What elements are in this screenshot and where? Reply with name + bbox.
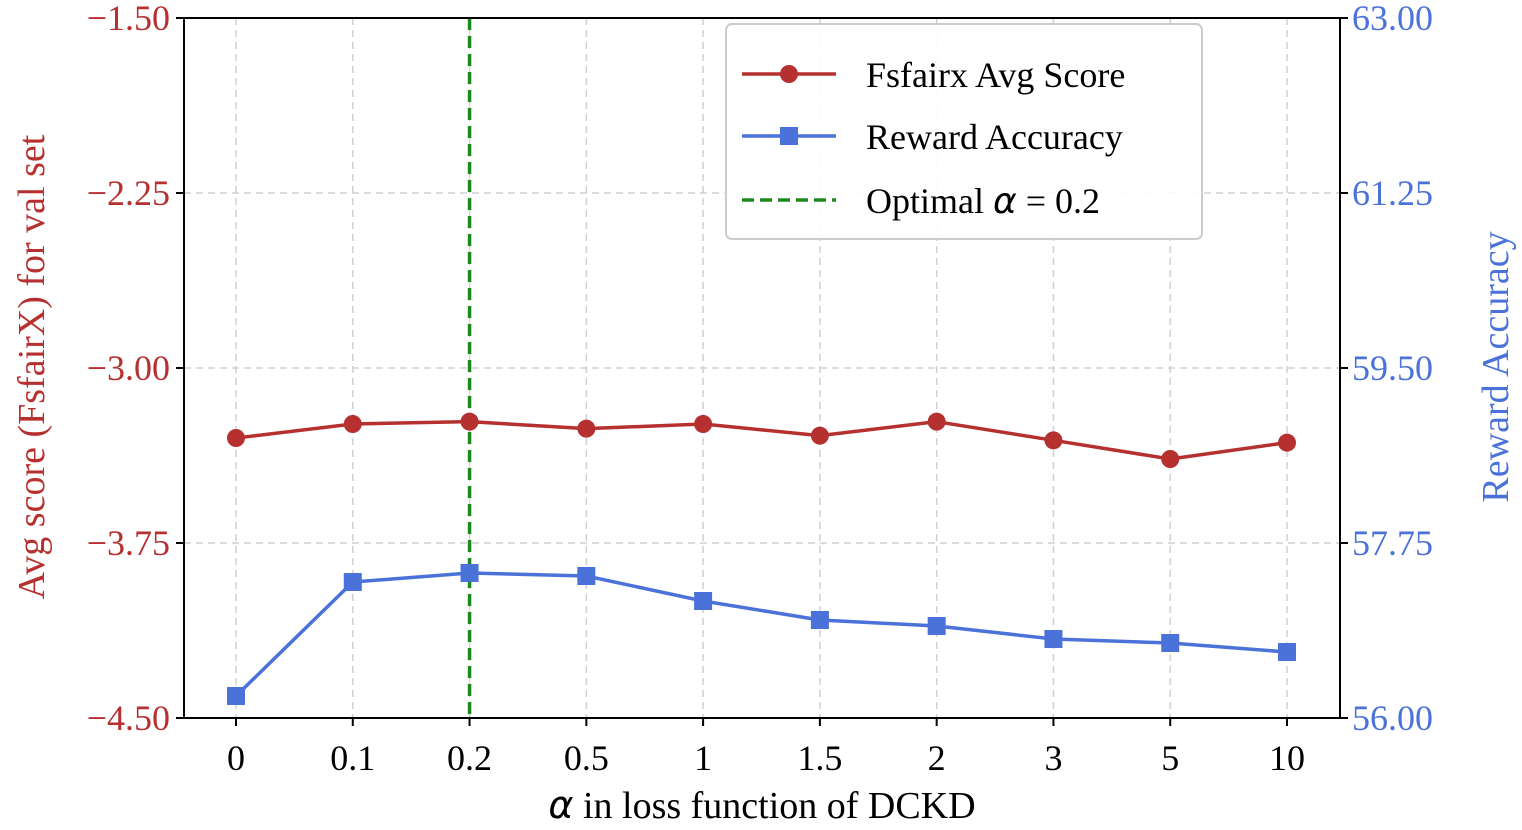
legend-label-fsfairx: Fsfairx Avg Score — [866, 55, 1125, 95]
x-tick-label: 0.5 — [564, 738, 609, 778]
x-tick-label: 3 — [1044, 738, 1062, 778]
right-y-tick-label: 57.75 — [1352, 523, 1433, 563]
series-layer — [227, 412, 1296, 705]
legend-optimal-suffix: = 0.2 — [1017, 181, 1100, 221]
reward-accuracy-point — [577, 567, 596, 585]
left-y-tick-label: −1.50 — [87, 0, 170, 38]
x-tick-label: 10 — [1269, 738, 1305, 778]
reward-accuracy-point — [694, 592, 713, 610]
fsfairx-point — [1044, 431, 1063, 450]
x-tick-label: 1 — [694, 738, 712, 778]
left-y-axis-ticks: −4.50 −3.75 −3.00 −2.25 −1.50 — [87, 0, 184, 738]
fsfairx-point — [577, 419, 596, 438]
right-y-tick-label: 61.25 — [1352, 173, 1433, 213]
left-y-tick-label: −3.75 — [87, 523, 170, 563]
fsfairx-point — [810, 426, 829, 445]
fsfairx-point — [343, 415, 362, 433]
x-axis-label: α in loss function of DCKD — [548, 783, 975, 827]
legend-optimal-prefix: Optimal — [866, 181, 993, 221]
left-y-tick-label: −3.00 — [87, 348, 170, 388]
x-axis-label-text: in loss function of DCKD — [573, 785, 975, 827]
legend: Fsfairx Avg Score Reward Accuracy Optima… — [725, 23, 1203, 240]
left-y-tick-label: −2.25 — [87, 173, 170, 213]
x-axis-label-symbol: α — [548, 783, 573, 827]
x-tick-label: 0 — [227, 738, 245, 778]
reward-accuracy-point — [1161, 634, 1180, 652]
fsfairx-point — [694, 415, 713, 433]
x-tick-label: 0.1 — [330, 738, 375, 778]
legend-optimal-symbol: α — [993, 181, 1017, 222]
legend-box — [725, 23, 1203, 240]
right-y-axis-ticks: 56.00 57.75 59.50 61.25 63.00 — [1340, 0, 1433, 738]
legend-label-reward-accuracy: Reward Accuracy — [866, 117, 1123, 157]
right-y-axis-label: Reward Accuracy — [1475, 231, 1517, 502]
reward-accuracy-point — [1044, 630, 1063, 648]
legend-marker-reward-accuracy — [780, 127, 798, 145]
x-tick-label: 5 — [1161, 738, 1179, 778]
legend-marker-fsfairx — [780, 65, 798, 83]
fsfairx-point — [1161, 450, 1180, 468]
reward-accuracy-point — [927, 617, 946, 635]
fsfairx-point — [227, 429, 245, 447]
x-tick-label: 2 — [928, 738, 946, 778]
reward-accuracy-point — [810, 611, 829, 629]
left-y-tick-label: −4.50 — [87, 698, 170, 738]
right-y-tick-label: 63.00 — [1352, 0, 1433, 38]
x-tick-label: 1.5 — [797, 738, 842, 778]
left-y-axis-label: Avg score (FsfairX) for val set — [11, 134, 53, 599]
legend-label-optimal-alpha: Optimal α = 0.2 — [866, 181, 1100, 222]
reward-accuracy-point — [1278, 643, 1296, 661]
fsfairx-point — [927, 412, 946, 431]
right-y-tick-label: 56.00 — [1352, 698, 1433, 738]
fsfairx-point — [460, 412, 479, 431]
right-y-tick-label: 59.50 — [1352, 348, 1433, 388]
fsfairx-point — [1278, 433, 1296, 452]
reward-accuracy-series-line — [234, 571, 1288, 698]
reward-accuracy-point — [460, 564, 479, 582]
reward-accuracy-point — [343, 573, 362, 591]
reward-accuracy-point — [227, 687, 245, 705]
x-axis-ticks: 0 0.1 0.2 0.5 1 1.5 2 3 5 10 — [227, 718, 1305, 778]
fsfairx-series-line — [235, 419, 1288, 461]
x-tick-label: 0.2 — [447, 738, 492, 778]
